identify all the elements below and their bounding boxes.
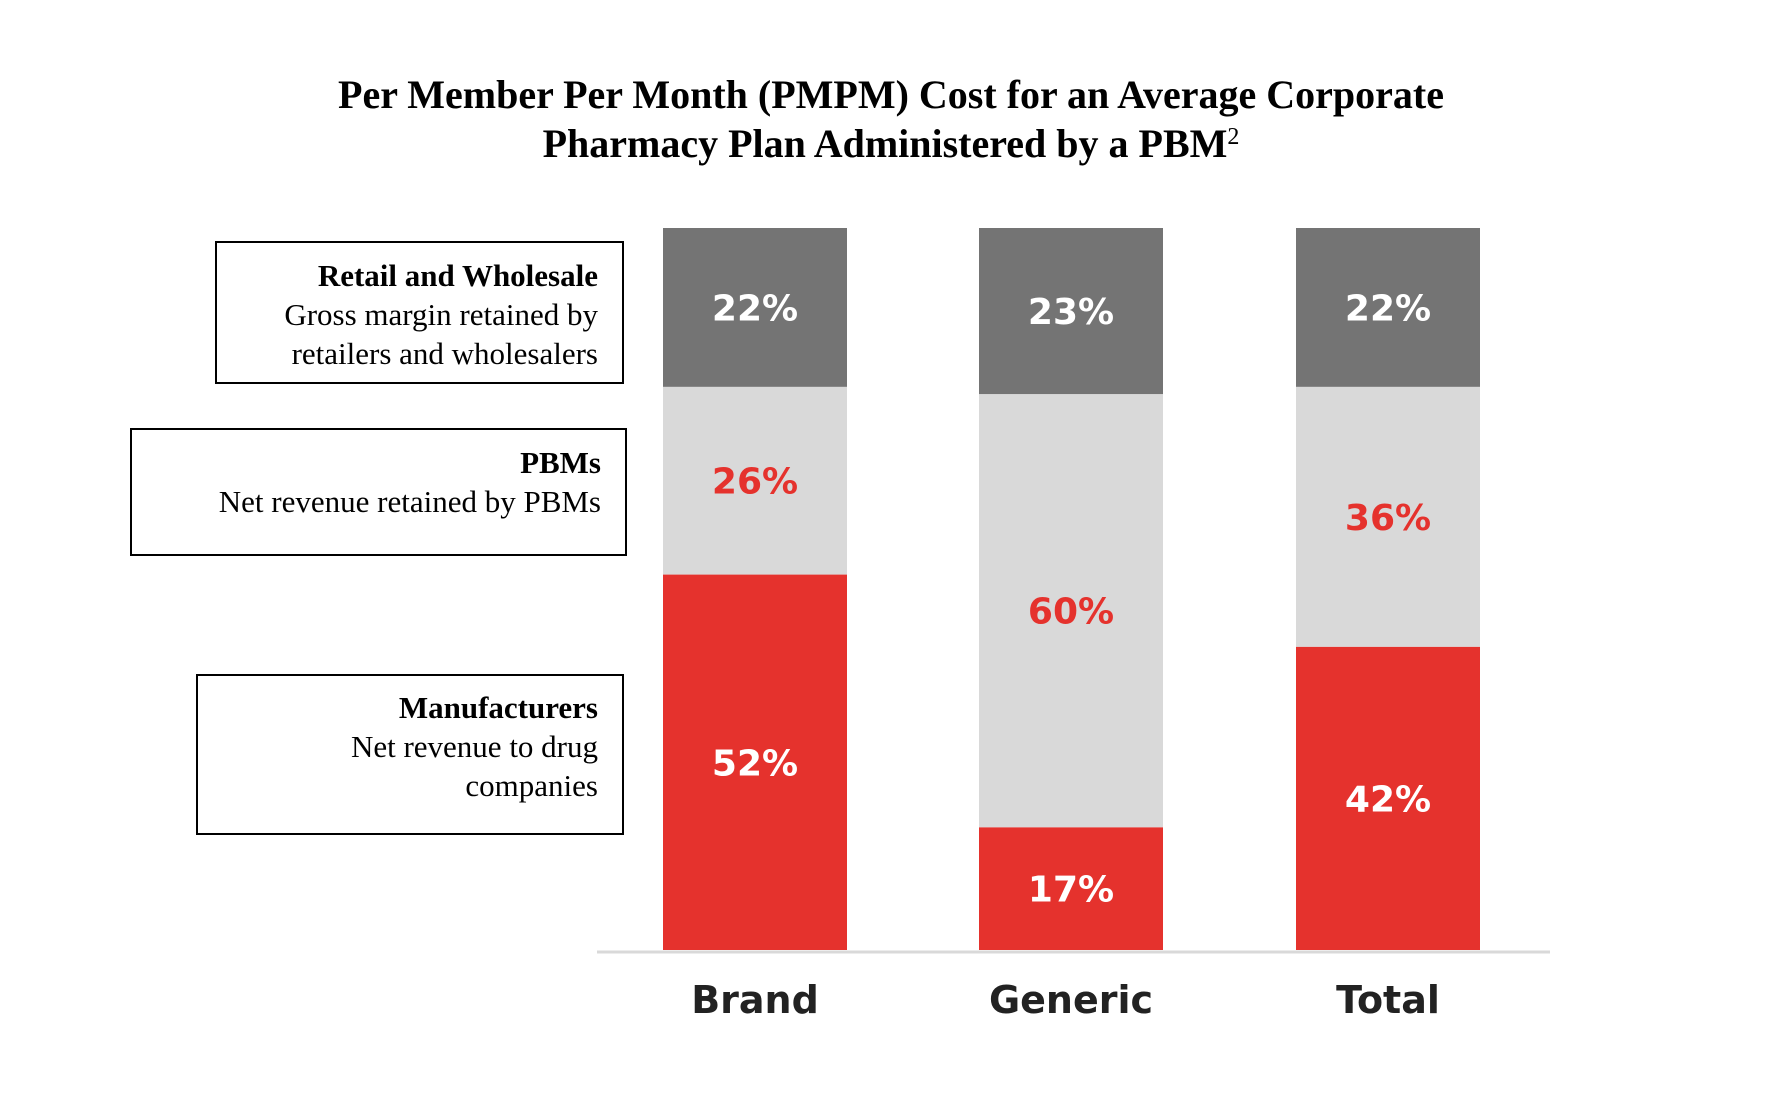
bars-layer [663, 228, 1480, 950]
bar-segment-pbms-generic [979, 394, 1163, 828]
data-label-retail-generic: 23% [1028, 292, 1114, 333]
chart-title-superscript: 2 [1227, 124, 1240, 150]
data-label-pbms-total: 36% [1345, 498, 1431, 539]
x-tick-label-generic: Generic [989, 978, 1153, 1022]
legend-manufacturers-desc-line2: companies [465, 768, 598, 803]
data-label-pbms-generic: 60% [1028, 592, 1114, 633]
bar-segment-retail-brand [663, 228, 847, 387]
chart-title-line2: Pharmacy Plan Administered by a PBM [542, 121, 1228, 166]
bar-segment-manufacturers-generic [979, 827, 1163, 950]
legend-retail-box: Retail and Wholesale Gross margin retain… [215, 241, 624, 384]
legend-pbms-box: PBMs Net revenue retained by PBMs [130, 428, 627, 556]
bar-segment-pbms-total [1296, 386, 1480, 647]
bar-segment-pbms-brand [663, 386, 847, 575]
legend-retail-desc-line2: retailers and wholesalers [291, 336, 598, 371]
labels-layer: 52% 26% 22% Brand 17% 60% 23% Generic 42% 36% 22% T… [691, 288, 1440, 1022]
chart-title: Per Member Per Month (PMPM) Cost for an … [0, 70, 1782, 168]
data-label-retail-total: 22% [1345, 288, 1431, 329]
data-label-retail-brand: 22% [712, 288, 798, 329]
legend-retail-header: Retail and Wholesale [317, 258, 598, 293]
bar-segment-retail-total [1296, 228, 1480, 387]
bar-segment-manufacturers-brand [663, 574, 847, 950]
data-label-manufacturers-brand: 52% [712, 743, 798, 784]
chart-title-line1: Per Member Per Month (PMPM) Cost for an … [338, 72, 1444, 117]
legend-manufacturers-header: Manufacturers [398, 690, 598, 725]
legend-retail-desc-line1: Gross margin retained by [284, 297, 598, 332]
legend-pbms-header: PBMs [520, 445, 601, 480]
legend-manufacturers-box: Manufacturers Net revenue to drug compan… [196, 674, 624, 835]
x-tick-label-total: Total [1336, 978, 1440, 1022]
data-label-pbms-brand: 26% [712, 462, 798, 503]
chart-title-line2-wrap: Pharmacy Plan Administered by a PBM2 [0, 119, 1782, 168]
legend-manufacturers-desc-line1: Net revenue to drug [350, 729, 598, 764]
data-label-manufacturers-generic: 17% [1028, 870, 1114, 911]
x-tick-label-brand: Brand [691, 978, 819, 1022]
bar-segment-manufacturers-total [1296, 646, 1480, 950]
bar-segment-retail-generic [979, 228, 1163, 395]
legend-pbms-desc-line1: Net revenue retained by PBMs [218, 484, 601, 519]
data-label-manufacturers-total: 42% [1345, 779, 1431, 820]
